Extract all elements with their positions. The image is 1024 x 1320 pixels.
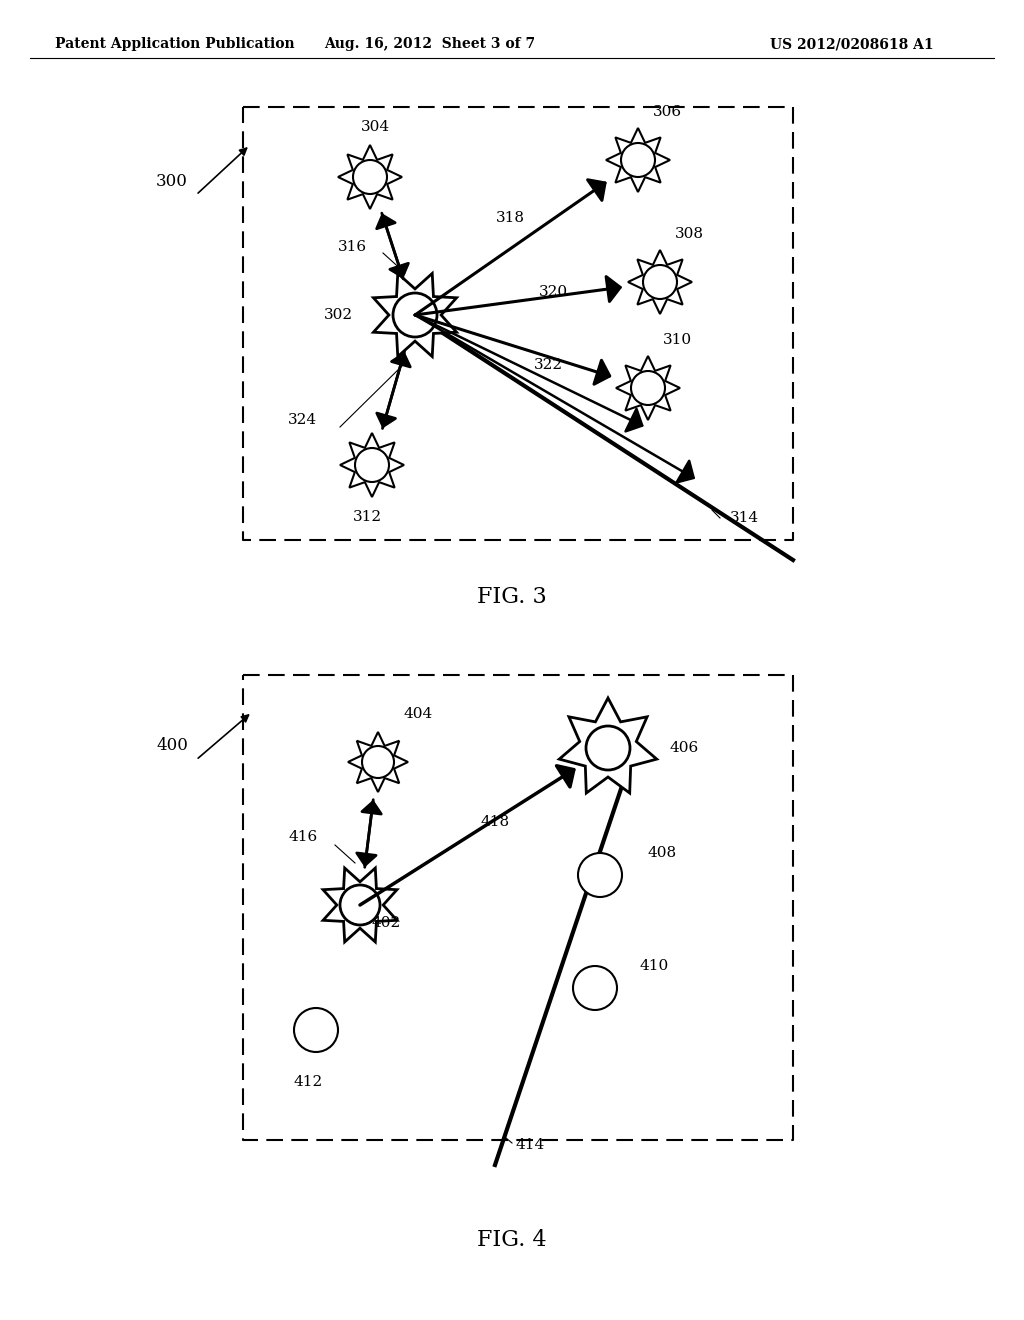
Text: 314: 314: [730, 511, 759, 525]
Text: 308: 308: [675, 227, 705, 242]
Polygon shape: [559, 698, 656, 793]
Text: Patent Application Publication: Patent Application Publication: [55, 37, 295, 51]
Text: 306: 306: [653, 106, 682, 119]
Text: 414: 414: [515, 1138, 544, 1152]
Text: 310: 310: [663, 333, 692, 347]
Circle shape: [631, 371, 665, 405]
Text: 322: 322: [534, 358, 562, 372]
Text: 300: 300: [156, 173, 188, 190]
Text: FIG. 4: FIG. 4: [477, 1229, 547, 1251]
Circle shape: [340, 884, 380, 925]
Polygon shape: [374, 273, 457, 356]
Polygon shape: [606, 128, 670, 191]
Circle shape: [362, 746, 394, 777]
Polygon shape: [616, 356, 680, 420]
Circle shape: [393, 293, 437, 337]
Text: 400: 400: [156, 737, 188, 754]
Circle shape: [573, 966, 617, 1010]
Text: Aug. 16, 2012  Sheet 3 of 7: Aug. 16, 2012 Sheet 3 of 7: [325, 37, 536, 51]
Polygon shape: [338, 145, 402, 209]
Circle shape: [294, 1008, 338, 1052]
Polygon shape: [323, 869, 397, 942]
Polygon shape: [348, 733, 408, 792]
Text: 418: 418: [480, 814, 510, 829]
Circle shape: [621, 143, 655, 177]
Text: 302: 302: [324, 308, 353, 322]
Text: 318: 318: [496, 211, 524, 224]
Text: FIG. 3: FIG. 3: [477, 586, 547, 609]
Text: 406: 406: [670, 741, 699, 755]
Circle shape: [353, 160, 387, 194]
Text: US 2012/0208618 A1: US 2012/0208618 A1: [770, 37, 934, 51]
Text: 416: 416: [289, 830, 318, 843]
Text: 404: 404: [403, 708, 432, 721]
Polygon shape: [628, 249, 692, 314]
Polygon shape: [340, 433, 404, 498]
Text: 324: 324: [288, 413, 317, 426]
Text: 402: 402: [372, 916, 401, 931]
Text: 304: 304: [360, 120, 389, 135]
Text: 408: 408: [648, 846, 677, 861]
Text: 410: 410: [640, 960, 670, 973]
Circle shape: [355, 447, 389, 482]
Circle shape: [586, 726, 630, 770]
Text: 320: 320: [539, 285, 567, 300]
Text: 316: 316: [338, 240, 367, 253]
Circle shape: [643, 265, 677, 300]
Text: 312: 312: [352, 510, 382, 524]
Text: 412: 412: [293, 1074, 323, 1089]
Circle shape: [578, 853, 622, 898]
